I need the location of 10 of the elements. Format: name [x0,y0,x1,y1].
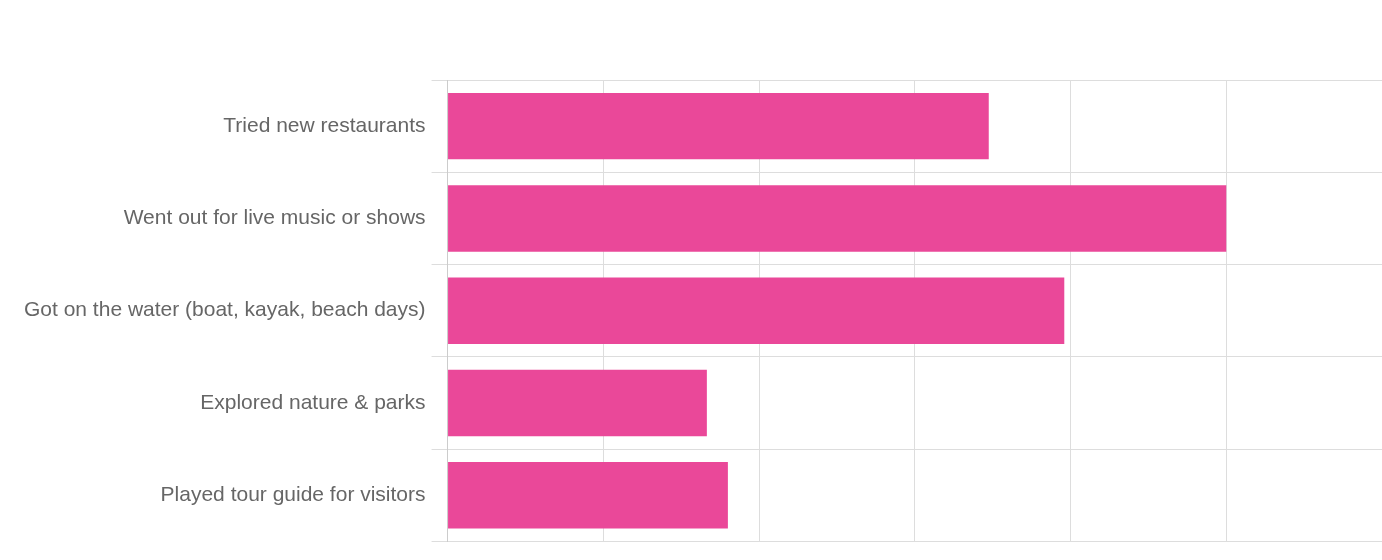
y-tick-label: Went out for live music or shows [123,205,426,229]
bar [448,462,728,529]
bar [448,277,1065,344]
bar [448,92,989,160]
y-tick-label: Explored nature & parks [200,389,426,413]
bar [448,185,1227,252]
y-tick-label: Tried new restaurants [223,112,426,136]
y-tick-label: Played tour guide for visitors [160,482,426,506]
bar [448,369,707,437]
y-tick-label: Got on the water (boat, kayak, beach days) [23,297,426,321]
